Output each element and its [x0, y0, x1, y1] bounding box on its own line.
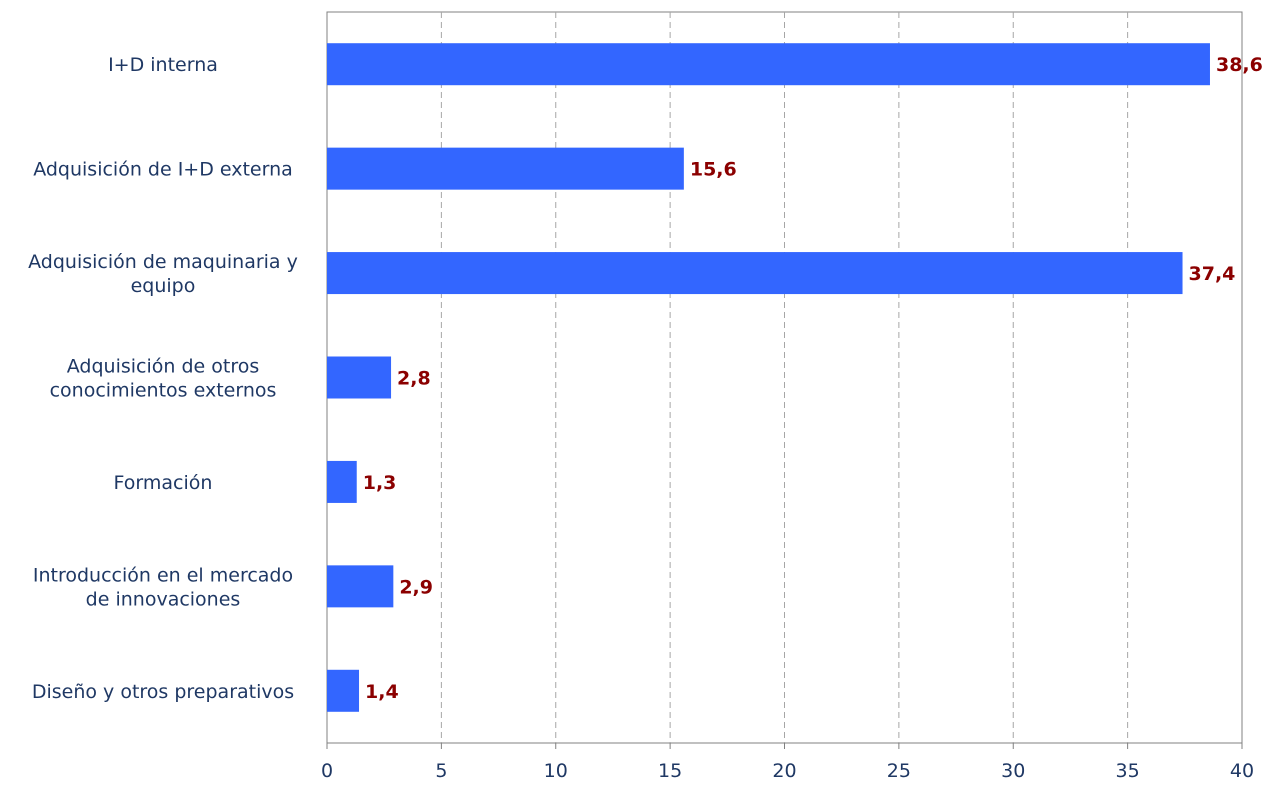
x-tick-label: 0 [321, 760, 333, 782]
x-tick-label: 25 [887, 760, 911, 782]
category-label-line: Diseño y otros preparativos [32, 681, 294, 703]
value-labels: 38,6 15,6 37,4 2,8 1,3 2,9 1,4 [363, 54, 1263, 703]
x-axis: 0 5 10 15 20 25 30 35 40 [321, 743, 1254, 782]
x-tick-label: 15 [658, 760, 682, 782]
category-label-line: de innovaciones [86, 588, 241, 610]
category-label: I+D interna [108, 54, 218, 76]
category-label-line: Adquisición de otros [67, 356, 260, 378]
bar [327, 460, 357, 503]
bars [327, 43, 1210, 712]
category-label-line: equipo [131, 275, 196, 297]
category-label-line: Adquisición de maquinaria y [28, 251, 298, 273]
value-label: 37,4 [1189, 263, 1236, 285]
category-label-line: Introducción en el mercado [33, 564, 293, 586]
x-tick-label: 10 [544, 760, 568, 782]
value-label: 1,4 [365, 681, 399, 703]
bar [327, 252, 1183, 295]
value-label: 1,3 [363, 472, 397, 494]
bar [327, 565, 394, 608]
category-label-line: Formación [114, 472, 213, 494]
x-tick-label: 5 [435, 760, 447, 782]
category-label: Diseño y otros preparativos [32, 681, 294, 703]
category-label: Adquisición de otros conocimientos extern… [50, 356, 277, 402]
x-tick-label: 40 [1230, 760, 1254, 782]
bar [327, 356, 392, 399]
category-label-line: I+D interna [108, 54, 218, 76]
category-labels: I+D interna Adquisición de I+D externa Adq… [28, 54, 298, 703]
gridlines [440, 12, 1129, 743]
x-tick-label: 20 [772, 760, 796, 782]
x-tick-label: 30 [1001, 760, 1025, 782]
value-label: 38,6 [1216, 54, 1263, 76]
value-label: 2,8 [397, 368, 431, 390]
category-label: Adquisición de maquinaria y equipo [28, 251, 298, 297]
bar [327, 669, 360, 712]
category-label-line: Adquisición de I+D externa [33, 159, 293, 181]
category-label-line: conocimientos externos [50, 380, 277, 402]
value-label: 15,6 [690, 159, 737, 181]
x-tick-label: 35 [1116, 760, 1140, 782]
bar [327, 43, 1210, 86]
value-label: 2,9 [399, 576, 433, 598]
category-label: Formación [114, 472, 213, 494]
category-label: Adquisición de I+D externa [33, 159, 293, 181]
bar [327, 147, 684, 190]
category-label: Introducción en el mercado de innovacione… [33, 564, 293, 610]
